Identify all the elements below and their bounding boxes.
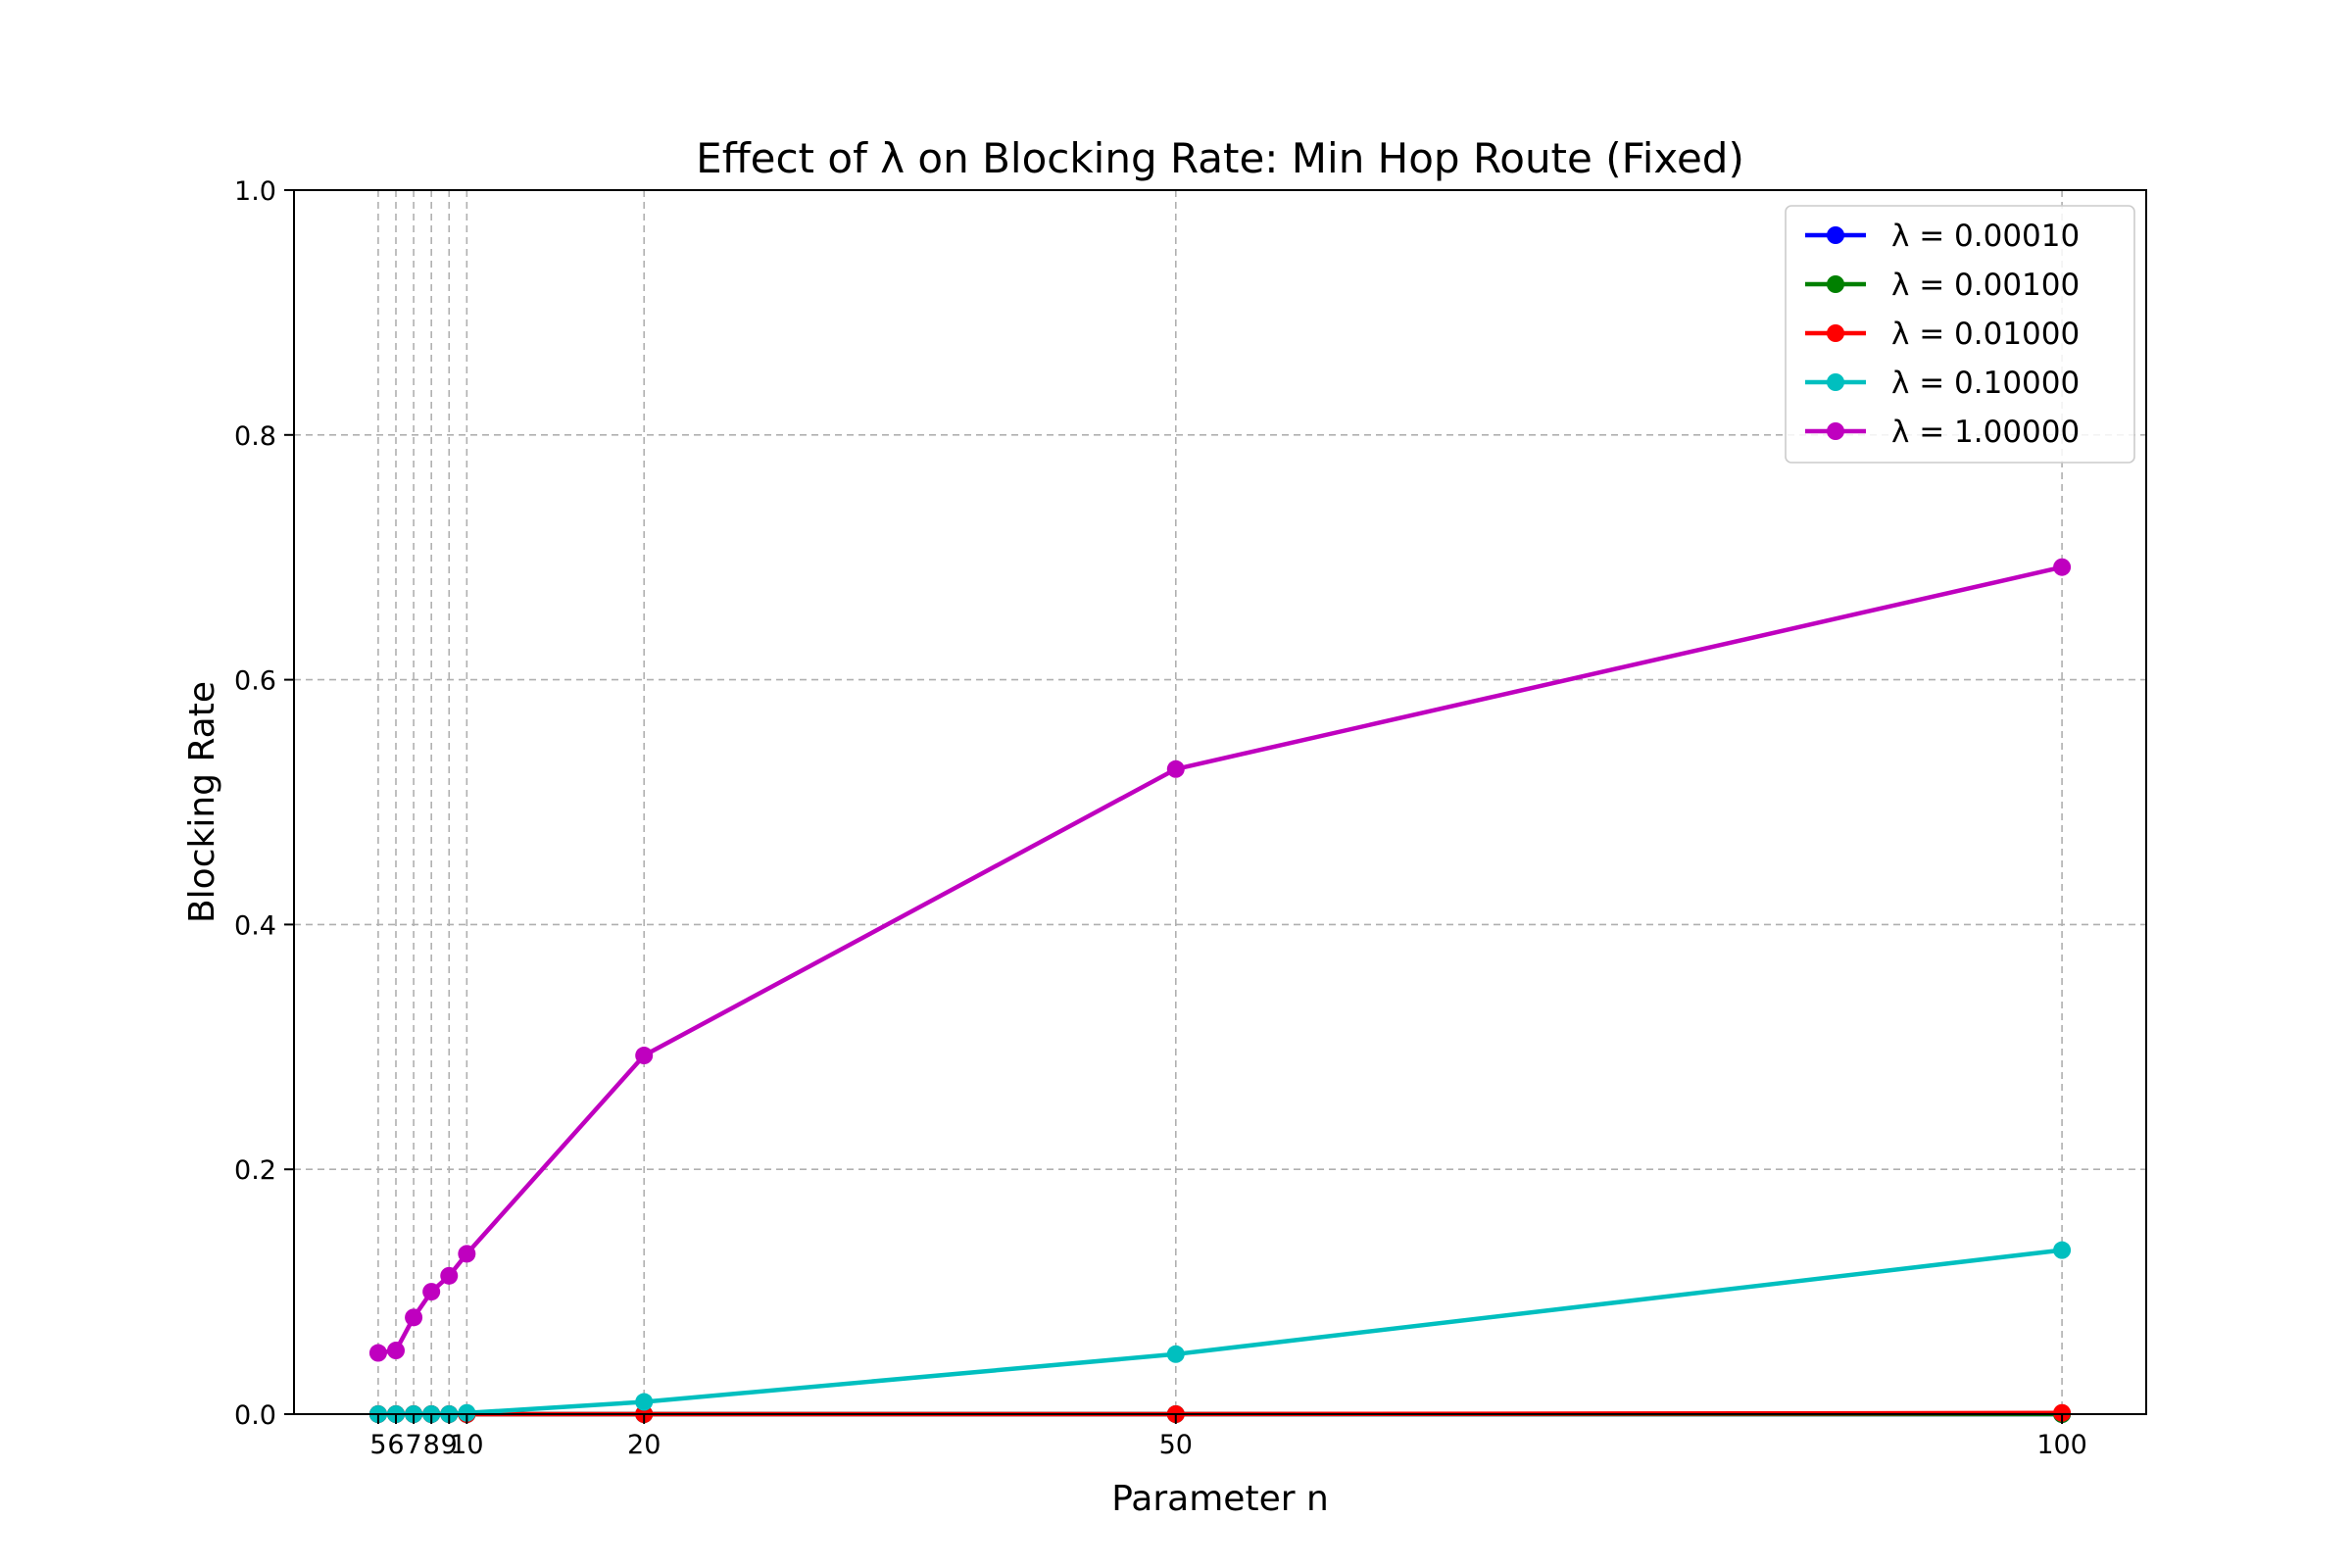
y-tick-label: 0.8 [234,421,276,452]
y-tick-label: 0.4 [234,910,276,941]
legend: λ = 0.00010 λ = 0.00100 λ = 0.01000 λ = 0.1… [1785,205,2135,464]
y-tick-label: 0.0 [234,1400,276,1431]
data-point [1166,760,1185,778]
y-tick-label: 1.0 [234,176,276,207]
y-tick-label: 0.6 [234,666,276,697]
series-group [368,558,2072,1362]
plot-frame [293,189,2147,1415]
legend-item: λ = 0.00100 [1805,268,2080,303]
x-tick-label: 7 [405,1430,421,1460]
legend-swatch-marker [1827,226,1844,244]
legend-item: λ = 0.00010 [1805,219,2080,254]
data-point [635,1393,654,1411]
legend-label: λ = 0.00010 [1891,219,2080,254]
data-point [422,1283,441,1301]
x-tick-label: 20 [627,1430,661,1460]
series-line [377,1248,2063,1417]
x-tick-label: 100 [2036,1430,2087,1460]
x-tick-label: 50 [1159,1430,1193,1460]
y-tick-label: 0.2 [234,1155,276,1186]
legend-swatch-marker [1827,422,1844,440]
legend-box [1785,205,2135,464]
legend-item: λ = 0.01000 [1805,317,2080,352]
legend-item: λ = 1.00000 [1805,415,2080,450]
series-group [368,1241,2072,1423]
data-point [2053,1403,2072,1422]
legend-item: λ = 0.10000 [1805,366,2080,401]
legend-label: λ = 0.00100 [1891,268,2080,303]
data-point [1166,1345,1185,1363]
x-tick-label: 6 [387,1430,404,1460]
data-point [440,1266,459,1285]
data-point [458,1245,476,1263]
legend-label: λ = 0.10000 [1891,366,2080,401]
data-point [635,1047,654,1065]
series-line [377,564,2063,1355]
series-lines [368,558,2072,1423]
chart-title: Effect of λ on Blocking Rate: Min Hop Ro… [696,134,1744,182]
x-axis-label: Parameter n [1111,1479,1329,1519]
data-point [386,1342,405,1360]
data-point [458,1403,476,1422]
x-tick-label: 5 [369,1430,386,1460]
data-point [405,1308,423,1327]
legend-swatch-marker [1827,275,1844,293]
legend-swatch-marker [1827,324,1844,342]
data-point [368,1344,387,1362]
x-tick-label: 10 [450,1430,483,1460]
data-point [2053,558,2072,576]
legend-label: λ = 0.01000 [1891,317,2080,352]
legend-swatch-marker [1827,373,1844,391]
x-tick-label: 8 [423,1430,440,1460]
y-axis-label: Blocking Rate [182,681,222,923]
legend-label: λ = 1.00000 [1891,415,2080,450]
axis-ticks: 5 6 7 8 910 20 50 100 0.0 0.2 0.4 0.6 0.8 1.0 [234,176,2087,1460]
x-tick-label: 9 [441,1430,458,1460]
data-point [2053,1241,2072,1259]
